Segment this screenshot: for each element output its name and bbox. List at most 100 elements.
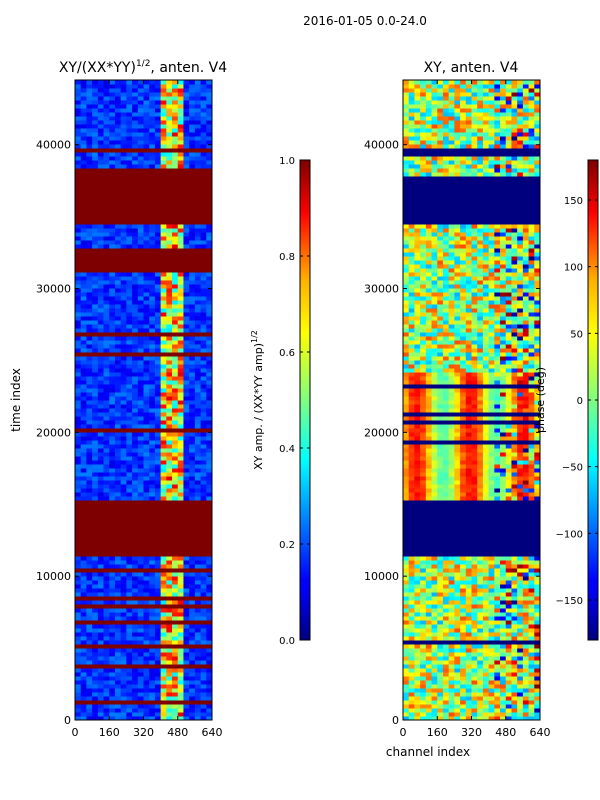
heatmap-cell (431, 676, 438, 681)
heatmap-cell (534, 432, 541, 437)
heatmap-cell (75, 472, 82, 477)
heatmap-cell (437, 600, 444, 605)
heatmap-cell (482, 608, 490, 613)
heatmap-cell (154, 292, 162, 297)
heatmap-cell (172, 136, 179, 141)
heatmap-cell (177, 116, 184, 121)
heatmap-cell (86, 380, 93, 385)
heatmap-cell (189, 316, 196, 321)
heatmap-cell (120, 588, 127, 593)
heatmap-cell (517, 572, 524, 577)
heatmap-cell (160, 464, 167, 469)
heatmap-cell (126, 316, 133, 321)
heatmap-cell (448, 328, 455, 333)
heatmap-cell (200, 340, 207, 345)
heatmap-cell (511, 648, 518, 653)
heatmap-cell (534, 624, 541, 629)
heatmap-cell (172, 616, 179, 621)
heatmap-cell (206, 296, 213, 301)
heatmap-cell (500, 392, 507, 397)
heatmap-cell (183, 628, 190, 633)
heatmap-cell (97, 668, 105, 673)
heatmap-cell (522, 648, 530, 653)
heatmap-cell (454, 688, 461, 693)
heatmap-cell (460, 468, 467, 473)
heatmap-cell (505, 688, 512, 693)
heatmap-cell (522, 484, 530, 489)
heatmap-cell (177, 468, 184, 473)
heatmap-cell (517, 376, 524, 381)
heatmap-cell (465, 592, 472, 597)
heatmap-cell (80, 656, 87, 661)
heatmap-cell (442, 304, 450, 309)
heatmap-cell (454, 336, 461, 341)
heatmap-cell (488, 472, 495, 477)
heatmap-cell (143, 360, 150, 365)
heatmap-cell (200, 660, 207, 665)
heatmap-cell (120, 160, 127, 165)
heatmap-cell (505, 328, 512, 333)
heatmap-cell (477, 584, 484, 589)
heatmap-cell (183, 480, 190, 485)
heatmap-cell (465, 468, 472, 473)
heatmap-cell (75, 624, 82, 629)
heatmap-cell (522, 380, 530, 385)
heatmap-cell (403, 512, 540, 517)
heatmap-cell (154, 120, 162, 125)
heatmap-cell (86, 648, 93, 653)
heatmap-cell (154, 460, 162, 465)
x-tick-label: 160 (99, 726, 120, 739)
heatmap-cell (126, 368, 133, 373)
heatmap-cell (448, 628, 455, 633)
heatmap-cell (103, 420, 110, 425)
heatmap-cell (482, 364, 490, 369)
heatmap-cell (172, 108, 179, 113)
heatmap-cell (75, 296, 82, 301)
heatmap-cell (143, 108, 150, 113)
heatmap-cell (403, 636, 410, 641)
heatmap-cell (425, 324, 433, 329)
heatmap-cell (143, 328, 150, 333)
heatmap-cell (448, 652, 455, 657)
heatmap-cell (505, 608, 512, 613)
heatmap-cell (534, 372, 541, 377)
heatmap-cell (448, 432, 455, 437)
heatmap-cell (137, 372, 144, 377)
heatmap-cell (522, 328, 530, 333)
heatmap-cell (143, 348, 150, 353)
heatmap-cell (448, 356, 455, 361)
heatmap-cell (114, 440, 122, 445)
heatmap-cell (528, 476, 535, 481)
heatmap-cell (97, 472, 105, 477)
heatmap-cell (408, 376, 415, 381)
heatmap-cell (200, 448, 207, 453)
heatmap-cell (200, 164, 207, 169)
heatmap-cell (442, 300, 450, 305)
heatmap-cell (200, 396, 207, 401)
heatmap-cell (425, 408, 433, 413)
heatmap-cell (437, 596, 444, 601)
heatmap-cell (200, 652, 207, 657)
heatmap-cell (120, 468, 127, 473)
heatmap-cell (189, 628, 196, 633)
heatmap-cell (408, 572, 415, 577)
heatmap-cell (517, 312, 524, 317)
heatmap-cell (460, 388, 467, 393)
heatmap-cell (431, 456, 438, 461)
heatmap-cell (75, 680, 82, 685)
heatmap-cell (172, 328, 179, 333)
heatmap-cell (183, 140, 190, 145)
heatmap-cell (465, 476, 472, 481)
heatmap-cell (103, 280, 110, 285)
heatmap-cell (448, 364, 455, 369)
heatmap-cell (97, 396, 105, 401)
heatmap-cell (442, 324, 450, 329)
heatmap-cell (160, 280, 167, 285)
heatmap-cell (137, 280, 144, 285)
heatmap-cell (420, 644, 427, 649)
heatmap-cell (137, 360, 144, 365)
heatmap-cell (442, 416, 450, 421)
heatmap-cell (75, 272, 82, 277)
heatmap-cell (522, 424, 530, 429)
heatmap-cell (149, 364, 156, 369)
